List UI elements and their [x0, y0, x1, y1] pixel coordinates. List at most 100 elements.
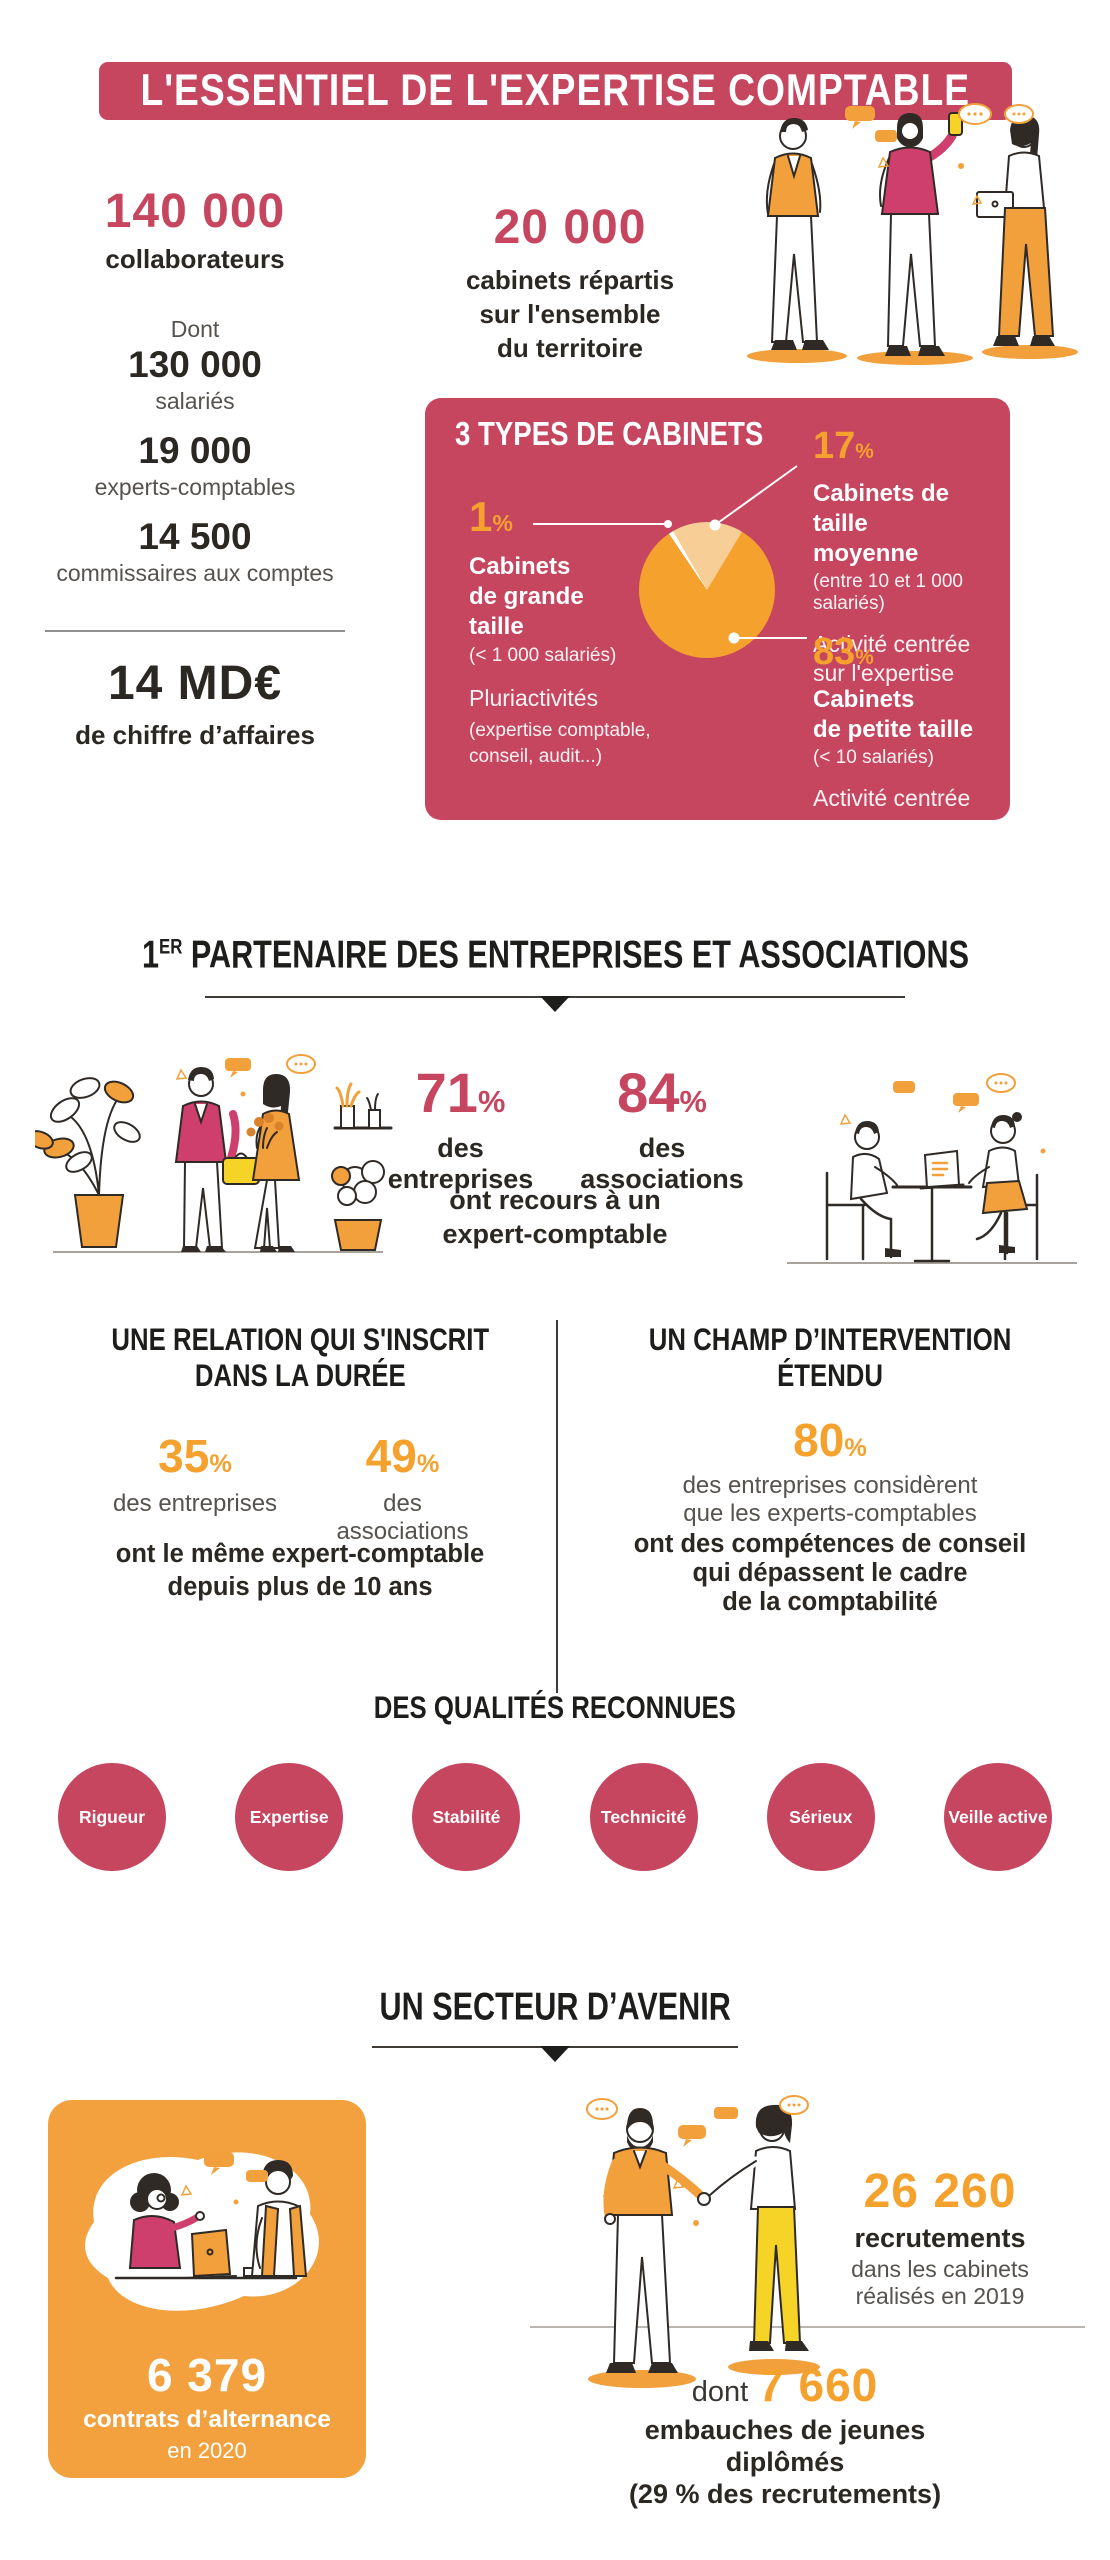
stat-ca-value: 14 MD€ — [107, 657, 283, 710]
quality-circle-serieux: Sérieux — [766, 1763, 875, 1871]
future-section-title: UN SECTEUR D’AVENIR — [379, 1985, 731, 2029]
qualities-row: Rigueur Expertise Stabilité Technicité S… — [58, 1763, 1052, 1871]
champ-text-bold: ont des compétences de conseil qui dépas… — [633, 1530, 1027, 1616]
champ-section: UN CHAMP D’INTERVENTION ÉTENDU 80% des e… — [575, 1322, 1085, 1626]
illustration-flowers — [35, 1054, 393, 1253]
quality-circle-stabilite: Stabilité — [412, 1763, 521, 1871]
moyenne-name-l1: Cabinets de taille — [813, 480, 950, 537]
illustration-meeting — [787, 1073, 1077, 1264]
quality-circle-expertise: Expertise — [235, 1763, 344, 1871]
recrutements-value: 26 260 — [863, 2165, 1017, 2218]
associations-label: des associations — [580, 1133, 744, 1194]
grande-name-l2: de grande — [469, 583, 584, 610]
relation-caption: ont le même expert-comptable depuis plus… — [115, 1540, 485, 1601]
illustration-trio — [747, 103, 1078, 365]
down-arrow — [540, 996, 570, 1012]
associations-pct: 84 — [617, 1061, 680, 1124]
alternance-sub: en 2020 — [167, 2438, 247, 2463]
recrutements-sub-l2: réalisés en 2019 — [855, 2283, 1025, 2309]
embauches-label-l1: embauches de jeunes diplômés — [644, 2415, 926, 2477]
moyenne-size: (entre 10 et 1 000 salariés) — [813, 571, 963, 614]
champ-stat: 80% — [793, 1414, 867, 1466]
ground-line — [530, 2326, 1085, 2328]
segment-grande-taille: 1% Cabinets de grande taille (< 1 000 sa… — [469, 494, 654, 770]
recrutements-label: recrutements — [854, 2223, 1026, 2253]
petite-name-l1: Cabinets — [813, 686, 915, 713]
petite-name-l2: de petite taille — [813, 716, 974, 743]
cabinets-block: 20 000 cabinets répartis sur l'ensemble … — [415, 200, 725, 365]
stat-cabinets-label-l3: du territoire — [497, 333, 643, 363]
quality-circle-rigueur: Rigueur — [58, 1763, 166, 1871]
moyenne-pct-symbol: % — [855, 440, 874, 463]
recrutements-block: 26 260 recrutements dans les cabinets ré… — [795, 2165, 1085, 2310]
entreprises-pct: 71 — [415, 1061, 478, 1124]
moyenne-name-l2: moyenne — [813, 540, 919, 567]
page-title: L'ESSENTIEL DE L'EXPERTISE COMPTABLE — [140, 65, 971, 116]
illustration-alternance — [85, 2152, 319, 2311]
quality-circle-veille-active: Veille active — [943, 1763, 1052, 1871]
embauches-label-l2: (29 % des recrutements) — [628, 2479, 942, 2509]
petite-note-l2: l'expertise comptable — [813, 843, 920, 898]
alternance-label: contrats d’alternance — [83, 2406, 331, 2433]
entreprises-label: des entreprises — [387, 1133, 534, 1194]
stat-cabinets-label-l1: cabinets répartis — [465, 265, 675, 295]
grande-size: (< 1 000 salariés) — [469, 645, 617, 666]
stat-collaborateurs-label: collaborateurs — [105, 244, 285, 274]
embauches-dont: dont — [691, 2376, 749, 2408]
column-divider — [556, 1320, 558, 1693]
alternance-value: 6 379 — [146, 2349, 268, 2401]
quality-circle-technicite: Technicité — [589, 1763, 698, 1871]
petite-pct-symbol: % — [855, 646, 874, 669]
stat-commissaires-label: commissaires aux comptes — [56, 560, 334, 586]
alternance-box: 6 379 contrats d’alternance en 2020 — [48, 2100, 366, 2478]
grande-note-l3: conseil, audit...) — [469, 746, 603, 767]
divider-line — [45, 630, 345, 632]
left-stats-column: 140 000 collaborateurs Dont 130 000 sala… — [40, 180, 350, 770]
stat-salaries-value: 130 000 — [128, 344, 262, 385]
stat-entreprises: 71% des entreprises — [368, 1062, 553, 1195]
champ-title: UN CHAMP D’INTERVENTION ÉTENDU — [648, 1322, 1012, 1393]
stat-cabinets-label-l2: sur l'ensemble — [479, 299, 661, 329]
embauches-block: dont 7 660 embauches de jeunes diplômés … — [590, 2358, 980, 2510]
petite-pct: 83 — [813, 631, 856, 673]
segment-taille-moyenne: 17% Cabinets de taille moyenne (entre 10… — [813, 424, 1003, 688]
stat-collaborateurs-value: 140 000 — [104, 185, 286, 238]
stat-commissaires-value: 14 500 — [138, 516, 252, 557]
partner-section-title: 1ER PARTENAIRE DES ENTREPRISES ET ASSOCI… — [141, 933, 969, 977]
relation-title: UNE RELATION QUI S'INSCRIT DANS LA DURÉE — [111, 1322, 489, 1393]
title-banner: L'ESSENTIEL DE L'EXPERTISE COMPTABLE — [99, 62, 1012, 120]
stat-salaries-label: salariés — [155, 388, 235, 414]
relation-section: UNE RELATION QUI S'INSCRIT DANS LA DURÉE… — [60, 1322, 540, 1616]
petite-size: (< 10 salariés) — [813, 747, 934, 768]
embauches-value: 7 660 — [758, 2359, 879, 2411]
stat-experts-label: experts-comptables — [94, 474, 296, 500]
stat-cabinets-value: 20 000 — [493, 201, 647, 254]
grande-name-l3: taille — [469, 613, 524, 640]
stat-experts-value: 19 000 — [138, 430, 252, 471]
stat-associations: 84% des associations — [562, 1062, 762, 1195]
grande-pct-symbol: % — [492, 510, 513, 536]
grande-note-l2: (expertise comptable, — [469, 720, 651, 741]
pie-leader-lines — [533, 465, 807, 644]
grande-name-l1: Cabinets — [469, 553, 571, 580]
grande-pct: 1 — [469, 493, 493, 540]
types-cabinets-box: 3 TYPES DE CABINETS 1% Cabinets de grand… — [425, 398, 1010, 898]
qualities-title: DES QUALITÉS RECONNUES — [373, 1690, 737, 1725]
petite-note-l1: Activité centrée sur — [813, 785, 971, 840]
pie-chart-cabinet-types — [639, 522, 775, 658]
associations-pct-symbol: % — [679, 1084, 707, 1119]
segment-petite-taille: 83% Cabinets de petite taille (< 10 sala… — [813, 630, 1003, 900]
stat-ca-label: de chiffre d’affaires — [75, 720, 315, 750]
partner-title-sup: ER — [158, 933, 182, 958]
partner-caption: ont recours à un expert-comptable — [442, 1185, 668, 1249]
champ-text: des entreprises considèrent que les expe… — [682, 1472, 978, 1527]
moyenne-note-l1: Activité centrée — [813, 631, 971, 657]
types-box-title: 3 TYPES DE CABINETS — [455, 415, 764, 453]
recrutements-sub-l1: dans les cabinets — [851, 2256, 1029, 2282]
grande-note-l1: Pluriactivités — [469, 685, 599, 711]
stat-dont-label: Dont — [170, 316, 220, 342]
relation-stat-associations: 49% des associations — [336, 1430, 469, 1545]
relation-stat-entreprises: 35% des entreprises — [112, 1430, 278, 1517]
illustration-handshake — [586, 2095, 820, 2388]
